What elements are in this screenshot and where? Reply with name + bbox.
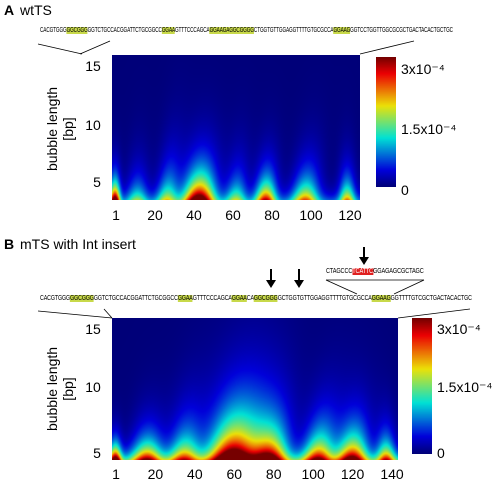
sequence-segment: CACGTGGG [40,295,71,302]
x-tick-label: 1 [112,207,120,223]
x-tick-label: 80 [265,466,282,482]
x-tick-label: 120 [338,207,362,223]
panel-b-ylabel: bubble length [bp] [44,346,76,432]
panel-a-ytick: 5 [93,174,101,190]
sequence-segment: GGAA [231,295,247,302]
x-tick-label: 20 [147,466,164,482]
sequence-segment: GGAAG [333,27,351,34]
sequence-segment: CTAGCCC [326,268,353,275]
panel-b-colorbar-tick: 0 [437,445,445,461]
panel-a-colorbar [376,57,396,187]
panel-b-heatmap [112,318,398,460]
sequence-segment: GCTGGTGTTGGAGGTTTTGTGCGCCA [277,295,372,302]
panel-b-colorbar [412,318,432,454]
sequence-segment: GGAA [161,27,175,34]
panel-b-ytick: 5 [93,445,101,461]
x-tick-label: 20 [147,207,163,223]
sequence-segment: CACGTGGG [40,27,67,34]
sequence-segment: CTGGTGTTGGAGGTTTTGTGCGCCA [253,27,334,34]
sequence-segment: GGTCTGCCACGGATTCTGCGGCC [93,295,178,302]
sequence-segment: TCATTC [352,268,374,275]
panel-b-title: mTS with Int insert [20,236,136,252]
panel-a-letter: A [4,2,15,18]
sequence-segment: GGAGAGCGCTAGC [373,268,424,275]
sequence-segment: CA [246,295,254,302]
x-tick-label: 60 [225,207,241,223]
x-tick-label: 40 [187,466,203,482]
sequence-segment: GGAA [177,295,193,302]
sequence-segment: GGCGGG [70,295,94,302]
panel-b-letter: B [4,236,15,252]
panel-a-ytick: 15 [85,58,101,74]
panel-a-sequence: CACGTGGGGGCGGGGGTCTGCCACGGATTCTGCGGCCGGA… [40,27,453,34]
sequence-segment: GTTTCCCAGCA [192,295,232,302]
x-tick-label: 140 [380,466,404,482]
panel-a-title: wtTS [20,2,52,18]
x-tick-label: 60 [226,466,243,482]
x-tick-label: 120 [340,466,365,482]
panel-b-sequence: CACGTGGGGGCGGGGGTCTGCCACGGATTCTGCGGCCGGA… [40,295,472,302]
panel-a-colorbar-tick: 0 [401,182,409,198]
x-tick-label: 1 [112,466,120,482]
sequence-segment: GTTTCCCAGCA [174,27,210,34]
sequence-segment: GGTCCTGGTTGGCGCGCTGACTACACTGCTGC [350,27,453,34]
sequence-segment: GGAAG [371,295,391,302]
panel-b-ytick: 15 [85,321,101,337]
x-tick-label: 100 [299,207,323,223]
x-tick-label: 100 [301,466,325,482]
sequence-segment: GGAAGA [209,27,230,34]
panel-b-colorbar-tick: 1.5x10⁻⁴ [437,379,492,395]
panel-b-insert-sequence: CTAGCCCTCATTCGGAGAGCGCTAGC [326,268,424,275]
arrow-down-icon [294,269,304,288]
sequence-segment: GGCGGGG [229,27,254,34]
panel-b-colorbar-tick: 3x10⁻⁴ [437,321,481,337]
x-tick-label: 40 [186,207,202,223]
x-tick-label: 80 [264,207,280,223]
panel-a-heatmap [112,55,360,200]
arrow-down-icon [266,269,276,288]
sequence-segment: GGCGGG [66,27,88,34]
sequence-segment: GGTCTGCCACGGATTCTGCGGCC [87,27,162,34]
panel-a-ytick: 10 [85,117,101,133]
panel-b-ytick: 10 [85,379,101,395]
arrow-down-icon [359,247,369,265]
panel-a-colorbar-tick: 1.5x10⁻⁴ [401,121,457,137]
panel-a-colorbar-tick: 3x10⁻⁴ [401,61,445,77]
sequence-segment: GGCGGG [253,295,278,302]
sequence-segment: GGTTTTGTCGCTGACTACACTGC [390,295,472,302]
